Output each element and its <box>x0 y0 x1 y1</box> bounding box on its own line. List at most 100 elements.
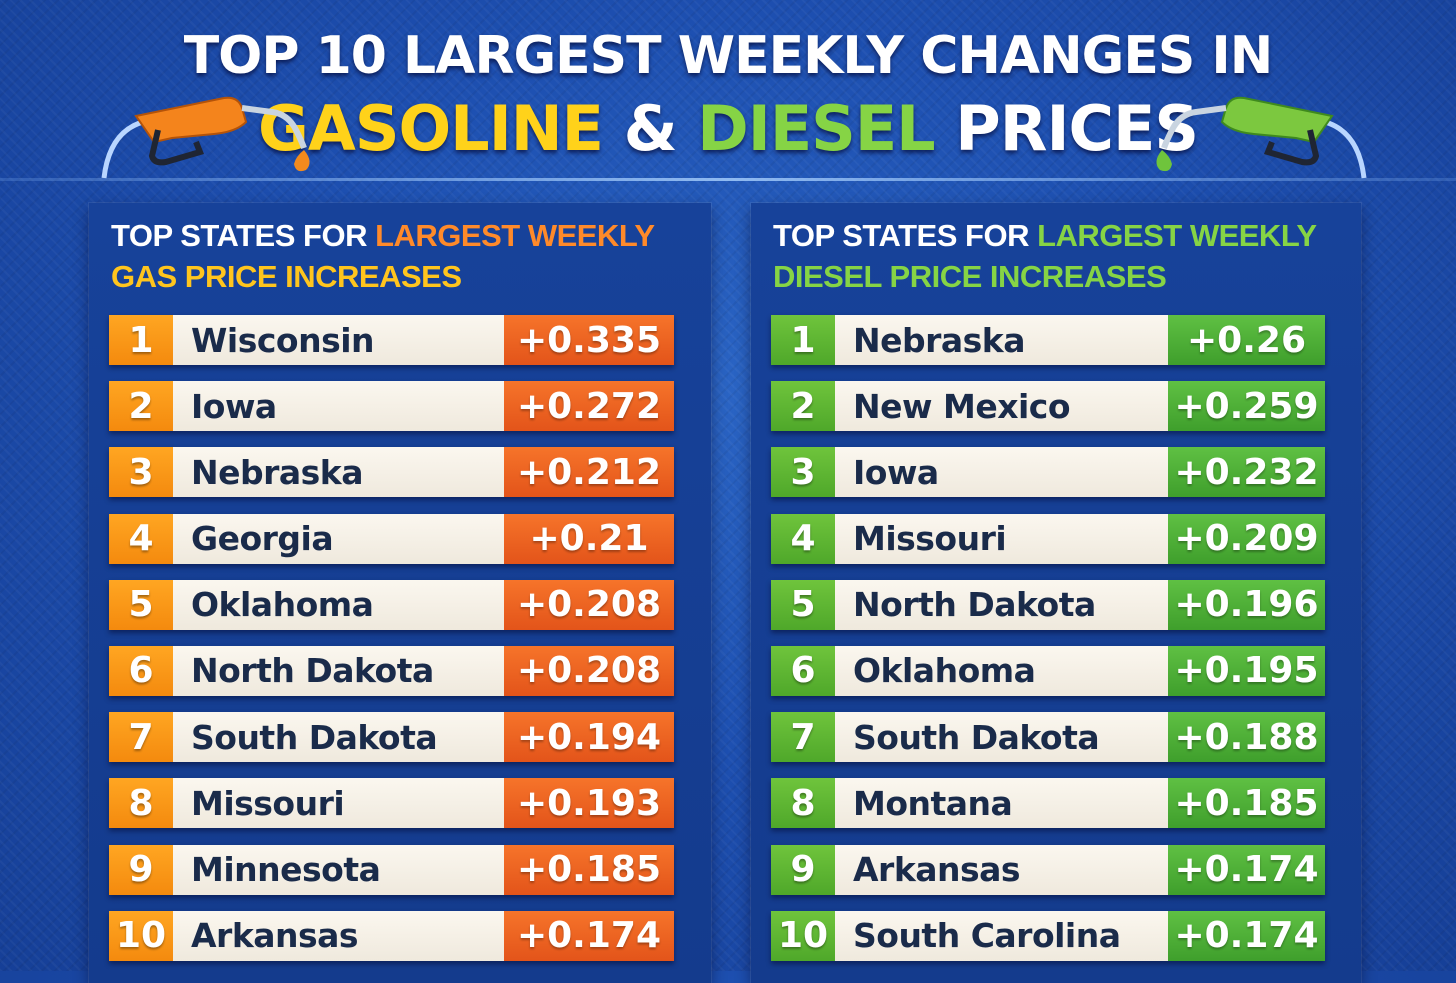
gas-ranking-row: 2 Iowa +0.272 <box>109 381 674 432</box>
diesel-ranking-row: 8 Montana +0.185 <box>771 778 1325 829</box>
green-fuel-nozzle-icon <box>1156 96 1367 179</box>
title-ampersand: & <box>623 92 678 165</box>
price-change-value: +0.196 <box>1168 579 1325 630</box>
orange-fuel-nozzle-icon <box>101 96 310 179</box>
diesel-title-highlight-2: DIESEL PRICE INCREASES <box>773 259 1167 294</box>
diesel-ranking-row: 3 Iowa +0.232 <box>771 447 1325 498</box>
price-change-value: +0.174 <box>504 910 674 961</box>
rank-badge: 7 <box>109 712 173 763</box>
price-change-value: +0.26 <box>1168 315 1325 365</box>
title-line-1: TOP 10 LARGEST WEEKLY CHANGES IN <box>183 26 1274 86</box>
rank-badge: 5 <box>109 579 173 630</box>
state-name: Arkansas <box>173 910 504 961</box>
rank-badge: 7 <box>771 712 835 763</box>
state-name: Missouri <box>173 778 504 829</box>
rank-badge: 3 <box>771 447 835 498</box>
gas-ranking-row: 8 Missouri +0.193 <box>109 778 674 829</box>
rank-badge: 8 <box>109 778 173 829</box>
diesel-ranking-row: 5 North Dakota +0.196 <box>771 579 1325 630</box>
price-change-value: +0.185 <box>1168 778 1325 829</box>
gas-ranking-row: 3 Nebraska +0.212 <box>109 447 674 498</box>
rank-badge: 9 <box>109 844 173 895</box>
price-change-value: +0.188 <box>1168 712 1325 763</box>
gas-ranking-row: 10 Arkansas +0.174 <box>109 910 674 961</box>
state-name: Wisconsin <box>173 315 504 365</box>
price-change-value: +0.185 <box>504 844 674 895</box>
state-name: Iowa <box>835 447 1168 498</box>
state-name: South Dakota <box>835 712 1168 763</box>
title-gasoline: GASOLINE <box>257 92 604 165</box>
rank-badge: 4 <box>109 513 173 564</box>
state-name: Nebraska <box>835 315 1168 365</box>
price-change-value: +0.272 <box>504 381 674 432</box>
rank-badge: 2 <box>109 381 173 432</box>
gas-panel-title: TOP STATES FOR LARGEST WEEKLY GAS PRICE … <box>111 215 655 297</box>
price-change-value: +0.174 <box>1168 910 1325 961</box>
gas-ranking-list: 1 Wisconsin +0.335 2 Iowa +0.272 3 Nebraska +0.2… <box>109 315 674 977</box>
gas-title-highlight-1: LARGEST WEEKLY <box>375 218 655 253</box>
rank-badge: 2 <box>771 381 835 432</box>
rank-badge: 8 <box>771 778 835 829</box>
rank-badge: 6 <box>109 645 173 696</box>
price-change-value: +0.259 <box>1168 381 1325 432</box>
rank-badge: 9 <box>771 844 835 895</box>
rank-badge: 10 <box>109 910 173 961</box>
gas-title-prefix: TOP STATES FOR <box>111 218 367 253</box>
price-change-value: +0.208 <box>504 579 674 630</box>
title-prices: PRICES <box>955 92 1199 165</box>
price-change-value: +0.208 <box>504 645 674 696</box>
state-name: Georgia <box>173 513 504 564</box>
state-name: Arkansas <box>835 844 1168 895</box>
diesel-ranking-row: 4 Missouri +0.209 <box>771 513 1325 564</box>
price-change-value: +0.21 <box>504 513 674 564</box>
rank-badge: 10 <box>771 910 835 961</box>
diesel-ranking-row: 10 South Carolina +0.174 <box>771 910 1325 961</box>
state-name: South Dakota <box>173 712 504 763</box>
rank-badge: 1 <box>771 315 835 365</box>
price-change-value: +0.335 <box>504 315 674 365</box>
gas-price-panel: TOP STATES FOR LARGEST WEEKLY GAS PRICE … <box>89 203 711 983</box>
diesel-ranking-row: 7 South Dakota +0.188 <box>771 712 1325 763</box>
gas-ranking-row: 7 South Dakota +0.194 <box>109 712 674 763</box>
title-diesel: DIESEL <box>697 92 935 165</box>
diesel-ranking-row: 2 New Mexico +0.259 <box>771 381 1325 432</box>
gas-ranking-row: 9 Minnesota +0.185 <box>109 844 674 895</box>
gas-ranking-row: 1 Wisconsin +0.335 <box>109 315 674 365</box>
gas-title-highlight-2: GAS PRICE INCREASES <box>111 259 462 294</box>
state-name: Iowa <box>173 381 504 432</box>
state-name: Oklahoma <box>835 645 1168 696</box>
diesel-price-panel: TOP STATES FOR LARGEST WEEKLY DIESEL PRI… <box>751 203 1361 983</box>
rank-badge: 3 <box>109 447 173 498</box>
rank-badge: 1 <box>109 315 173 365</box>
state-name: Minnesota <box>173 844 504 895</box>
rank-badge: 6 <box>771 645 835 696</box>
diesel-title-prefix: TOP STATES FOR <box>773 218 1029 253</box>
rank-badge: 5 <box>771 579 835 630</box>
rank-badge: 4 <box>771 513 835 564</box>
diesel-title-highlight-1: LARGEST WEEKLY <box>1037 218 1317 253</box>
diesel-ranking-row: 6 Oklahoma +0.195 <box>771 645 1325 696</box>
state-name: Nebraska <box>173 447 504 498</box>
gas-ranking-row: 5 Oklahoma +0.208 <box>109 579 674 630</box>
price-change-value: +0.232 <box>1168 447 1325 498</box>
state-name: North Dakota <box>173 645 504 696</box>
state-name: Oklahoma <box>173 579 504 630</box>
price-change-value: +0.212 <box>504 447 674 498</box>
diesel-ranking-row: 1 Nebraska +0.26 <box>771 315 1325 365</box>
state-name: South Carolina <box>835 910 1168 961</box>
diesel-ranking-list: 1 Nebraska +0.26 2 New Mexico +0.259 3 Iowa +0.2… <box>771 315 1325 977</box>
header-divider <box>0 178 1456 181</box>
price-change-value: +0.193 <box>504 778 674 829</box>
gas-ranking-row: 4 Georgia +0.21 <box>109 513 674 564</box>
price-change-value: +0.174 <box>1168 844 1325 895</box>
title-line-2: GASOLINE & DIESEL PRICES <box>0 92 1456 165</box>
price-change-value: +0.195 <box>1168 645 1325 696</box>
state-name: New Mexico <box>835 381 1168 432</box>
state-name: North Dakota <box>835 579 1168 630</box>
state-name: Missouri <box>835 513 1168 564</box>
diesel-panel-title: TOP STATES FOR LARGEST WEEKLY DIESEL PRI… <box>773 215 1317 297</box>
gas-ranking-row: 6 North Dakota +0.208 <box>109 645 674 696</box>
price-change-value: +0.194 <box>504 712 674 763</box>
diesel-ranking-row: 9 Arkansas +0.174 <box>771 844 1325 895</box>
price-change-value: +0.209 <box>1168 513 1325 564</box>
